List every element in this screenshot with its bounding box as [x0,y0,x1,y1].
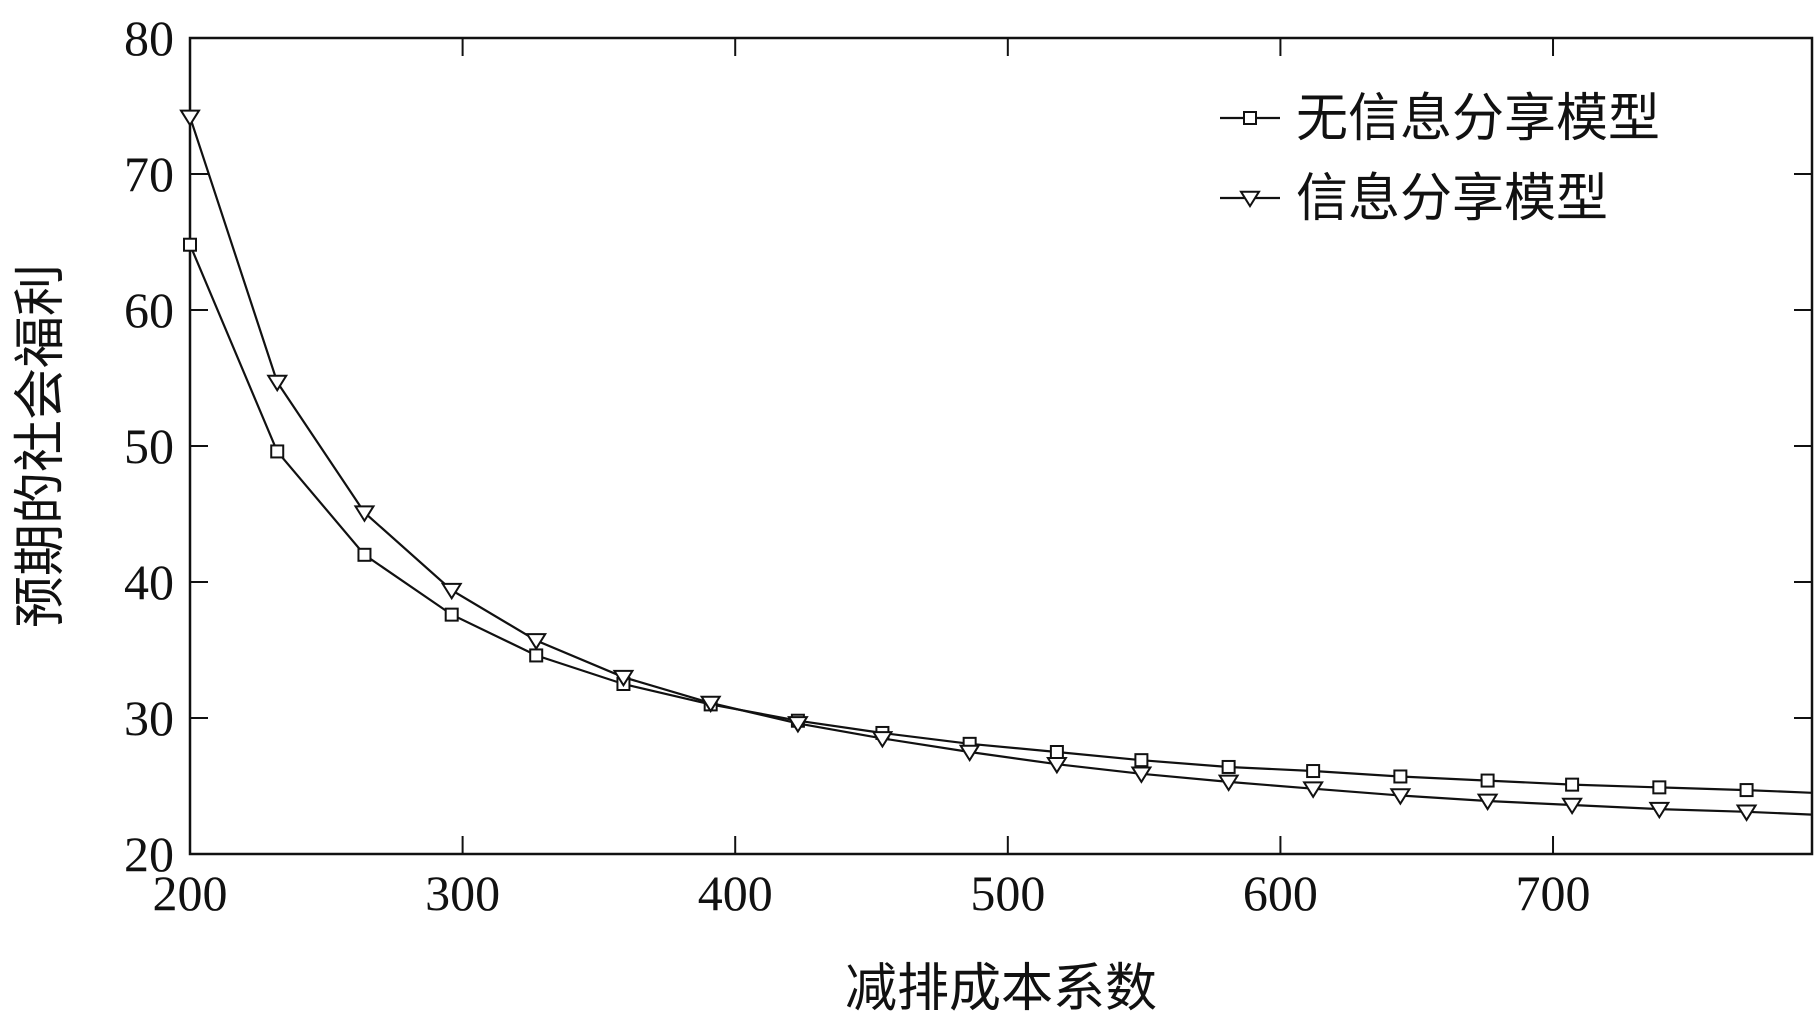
data-point [357,547,372,562]
data-point [1565,777,1580,792]
data-point [1476,793,1499,811]
x-tick-label: 600 [1243,865,1318,921]
data-point [1393,769,1408,784]
data-point [1739,783,1754,798]
data-point [1046,756,1068,775]
legend-item-1: 无信息分享模型 [1220,89,1660,149]
data-point [440,582,463,601]
x-axis-title: 减排成本系数 [845,959,1157,1019]
data-point [871,731,894,749]
y-tick-label: 30 [124,690,174,746]
series-line [188,116,1813,816]
data-point [1049,745,1064,759]
data-point [1221,759,1236,774]
y-tick-label: 70 [124,146,174,202]
x-tick-label: 700 [1516,865,1591,921]
y-tick-label: 40 [124,554,174,610]
axis-ticks: 200 300 400 500 600 700 20 30 40 50 60 70 80 [124,10,1812,921]
y-tick-label: 50 [124,418,174,474]
x-tick-label: 400 [698,865,773,921]
data-point [1134,753,1149,768]
data-point [787,716,809,734]
y-tick-label: 60 [124,282,174,338]
data-point [1652,780,1667,795]
data-point [1389,788,1412,806]
series-line [188,244,1813,794]
data-point [699,695,722,714]
data-point [1561,797,1583,816]
data-point [1735,804,1758,822]
data-point [1306,764,1321,779]
data-point [1480,773,1495,788]
data-point [353,505,376,523]
data-point [1648,801,1671,820]
chart-series [179,109,1813,822]
data-point [1302,781,1324,799]
data-point [444,607,459,622]
legend-marker [1243,111,1257,125]
x-tick-label: 300 [425,865,500,921]
data-point [179,109,201,127]
data-point [1130,766,1153,784]
data-point [1217,774,1240,792]
data-point [525,633,548,651]
y-tick-label: 20 [124,826,174,882]
legend-marker [1239,190,1261,208]
data-point [612,669,635,688]
data-point [270,444,285,459]
plot-axes [188,36,1814,856]
x-tick-label: 200 [153,865,228,921]
data-point [266,374,289,393]
series-1 [183,237,1813,798]
series-2 [179,109,1813,822]
data-point [183,237,197,252]
legend-label: 信息分享模型 [1296,169,1608,229]
legend-item-2: 信息分享模型 [1220,169,1608,229]
y-axis-title: 预期的社会福利 [11,264,71,628]
data-point [529,648,544,663]
x-tick-label: 500 [970,865,1045,921]
data-point [958,744,981,762]
legend-label: 无信息分享模型 [1296,89,1660,149]
y-tick-label: 80 [124,10,174,66]
plot-frame [188,36,1814,856]
